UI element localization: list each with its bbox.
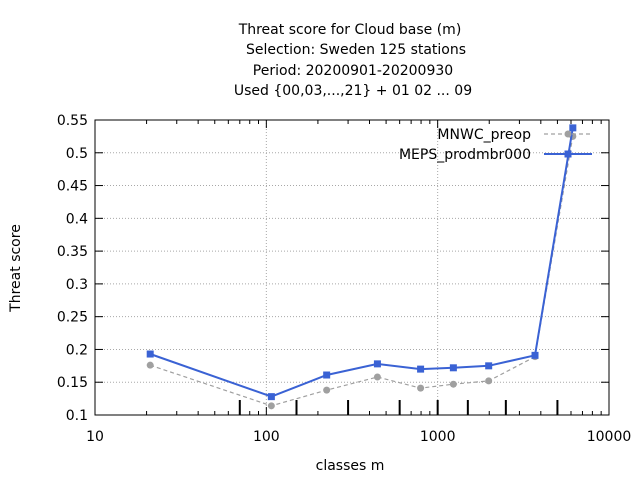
y-tick-label: 0.55 xyxy=(57,113,88,129)
data-point xyxy=(485,362,493,370)
data-point xyxy=(146,350,154,358)
data-point xyxy=(531,351,539,359)
series-line xyxy=(149,127,574,398)
x-axis-label: classes m xyxy=(316,458,385,474)
data-point xyxy=(267,402,275,410)
series-line xyxy=(150,136,574,407)
title-line-3: Period: 20200901-20200930 xyxy=(253,63,453,79)
series-layer xyxy=(146,124,577,410)
y-tick-label: 0.35 xyxy=(57,244,88,260)
chart-title: Threat score for Cloud base (m) Selectio… xyxy=(234,22,472,99)
y-tick-label: 0.5 xyxy=(66,146,88,162)
data-point xyxy=(267,393,275,401)
title-line-1: Threat score for Cloud base (m) xyxy=(238,22,462,38)
data-point xyxy=(323,371,331,379)
data-point xyxy=(449,364,457,372)
y-tick-label: 0.1 xyxy=(66,408,88,424)
data-point xyxy=(417,365,425,373)
title-line-4: Used {00,03,...,21} + 01 02 ... 09 xyxy=(234,83,472,99)
y-tick-label: 0.15 xyxy=(57,375,88,391)
data-point xyxy=(569,124,577,132)
data-point xyxy=(146,361,154,369)
y-tick-label: 0.2 xyxy=(66,342,88,358)
plot-frame xyxy=(94,119,610,416)
data-point xyxy=(323,386,331,394)
y-axis-label: Threat score xyxy=(8,224,24,313)
title-line-2: Selection: Sweden 125 stations xyxy=(246,42,466,58)
x-tick-label: 100 xyxy=(253,429,280,445)
x-tick-label: 10000 xyxy=(587,429,632,445)
y-tick-label: 0.3 xyxy=(66,277,88,293)
x-axis-ticks: 10 100 1000 10000 xyxy=(86,120,631,445)
grid xyxy=(95,120,609,415)
series-MEPS_prodmbr000 xyxy=(146,124,577,401)
data-point xyxy=(485,377,493,385)
series-MNWC_preop xyxy=(146,132,577,410)
legend-marker xyxy=(564,130,572,138)
y-tick-label: 0.25 xyxy=(57,310,88,326)
legend: MNWC_preop MEPS_prodmbr000 xyxy=(399,127,592,163)
data-point xyxy=(417,384,425,392)
x-tick-label: 1000 xyxy=(420,429,456,445)
legend-label: MEPS_prodmbr000 xyxy=(399,147,531,163)
legend-marker xyxy=(564,150,572,158)
legend-label: MNWC_preop xyxy=(437,127,531,143)
y-tick-label: 0.45 xyxy=(57,179,88,195)
data-point xyxy=(449,380,457,388)
data-point xyxy=(373,360,381,368)
y-tick-label: 0.4 xyxy=(66,211,88,227)
y-axis-ticks: 0.1 0.15 0.2 0.25 0.3 0.35 0.4 0.45 0.5 0.55 xyxy=(57,113,609,424)
data-point xyxy=(373,373,381,381)
class-threshold-marks xyxy=(238,400,559,415)
x-tick-label: 10 xyxy=(86,429,104,445)
